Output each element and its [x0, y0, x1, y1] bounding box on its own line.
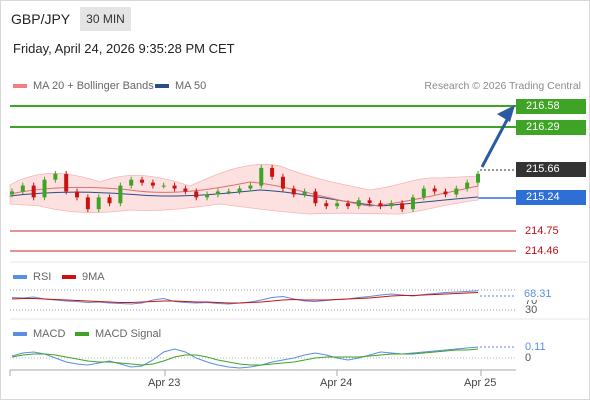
legend-swatch-ma50	[155, 84, 169, 88]
candle-body	[194, 191, 199, 198]
timestamp: Friday, April 24, 2026 9:35:28 PM CET	[13, 41, 235, 56]
candle-body	[20, 185, 25, 192]
candle-body	[75, 191, 80, 198]
legend-label-macd: MACD	[33, 328, 66, 340]
candle-body	[324, 203, 329, 207]
candle-body	[356, 200, 361, 207]
candle-body	[150, 182, 155, 186]
candle-body	[389, 203, 394, 207]
candle-body	[345, 203, 350, 207]
rsi-ma-line	[11, 292, 479, 304]
candle-body	[10, 191, 14, 195]
last-price-tag: 215.66	[516, 162, 586, 177]
candle-body	[259, 167, 264, 186]
legend-rsi-ma: 9MA	[62, 271, 105, 283]
candle-body	[465, 182, 470, 189]
candle-body	[410, 197, 415, 210]
candle-body	[140, 179, 145, 183]
legend-label-rsi: RSI	[33, 271, 52, 283]
candle-body	[367, 200, 372, 204]
candle-body	[96, 197, 101, 210]
interval-button[interactable]: 30 MIN	[80, 7, 131, 31]
legend-ma50: MA 50	[155, 80, 206, 92]
support1-tag: 214.75	[525, 225, 559, 237]
legend-label-macd-signal: MACD Signal	[95, 328, 162, 340]
x-label-apr24: Apr 24	[320, 377, 353, 389]
macd-zero-label: 0	[525, 352, 532, 364]
candle-body	[378, 203, 383, 207]
legend-macd: MACD	[13, 328, 65, 340]
target2-tag: 216.58	[516, 99, 586, 114]
forecast-arrow-head	[497, 105, 515, 122]
credit-text: Research © 2026 Trading Central	[424, 80, 581, 92]
candle-body	[42, 179, 47, 198]
candle-body	[432, 188, 437, 192]
rsi-value-label: 68.31	[524, 288, 552, 300]
candle-body	[129, 179, 134, 186]
candle-body	[280, 176, 285, 189]
x-label-apr25: Apr 25	[464, 377, 497, 389]
ma20-line	[9, 181, 479, 207]
rsi-line	[11, 290, 479, 305]
candle-body	[335, 203, 340, 207]
target1-tag: 216.29	[516, 120, 586, 135]
candle-body	[215, 191, 220, 195]
candle-body	[291, 188, 296, 195]
candle-body	[476, 173, 480, 183]
candle-body	[421, 188, 426, 198]
candle-body	[183, 188, 188, 192]
rsi-upper-label: 70	[525, 295, 538, 307]
candle-body	[454, 188, 459, 195]
candle-body	[226, 191, 231, 193]
candle-body	[237, 188, 242, 192]
legend-swatch-macd-signal	[75, 332, 89, 336]
legend-label-bollinger: MA 20 + Bollinger Bands	[33, 80, 154, 92]
candle-body	[31, 185, 36, 198]
legend-swatch-macd	[13, 332, 27, 336]
legend-swatch-rsi	[13, 275, 27, 279]
symbol-title: GBP/JPY	[11, 11, 71, 27]
macd-value-label: 0.11	[525, 341, 546, 353]
legend-label-ma50: MA 50	[175, 80, 207, 92]
candle-body	[85, 197, 90, 210]
legend-bollinger: MA 20 + Bollinger Bands	[13, 80, 154, 92]
candle-body	[313, 191, 318, 204]
ma50-line	[9, 189, 479, 207]
forecast-arrow	[480, 117, 510, 168]
bollinger-band	[9, 164, 479, 215]
support2-tag: 214.46	[525, 245, 559, 257]
candle-body	[118, 185, 123, 204]
candle-body	[107, 197, 112, 204]
candle-body	[64, 173, 69, 192]
pivot-tag: 215.24	[516, 190, 586, 205]
price-candles	[10, 165, 480, 213]
rsi-lower-label: 30	[525, 304, 538, 316]
legend-swatch-rsi-ma	[62, 275, 76, 279]
candle-body	[302, 191, 307, 195]
macd-signal-line	[11, 348, 479, 366]
candle-body	[400, 203, 405, 210]
candle-body	[172, 185, 177, 189]
candle-body	[161, 185, 166, 187]
candle-body	[53, 173, 58, 180]
candle-body	[270, 167, 275, 177]
legend-macd-signal: MACD Signal	[75, 328, 161, 340]
candle-body	[205, 194, 210, 198]
legend-rsi: RSI	[13, 271, 51, 283]
legend-swatch-bollinger	[13, 84, 27, 88]
legend-label-rsi-ma: 9MA	[82, 271, 105, 283]
candle-body	[248, 185, 253, 189]
x-label-apr23: Apr 23	[148, 377, 181, 389]
candle-body	[443, 191, 448, 195]
